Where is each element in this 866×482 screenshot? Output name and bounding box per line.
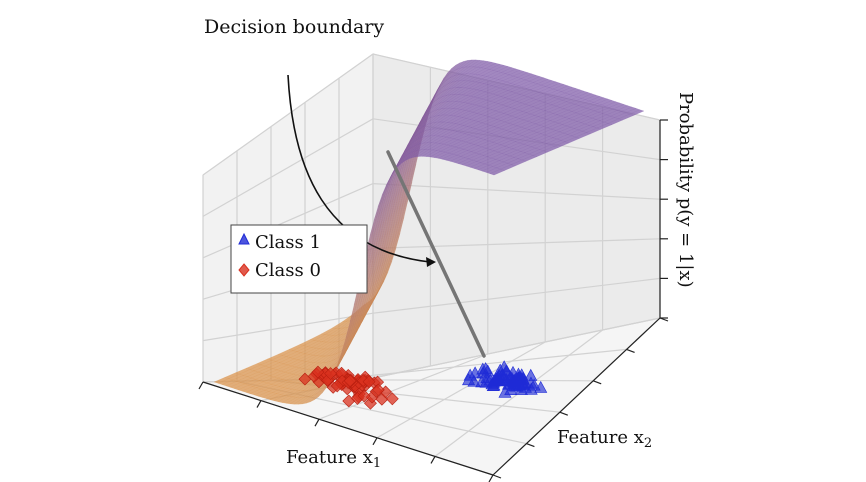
legend-label-class0: Class 0 — [255, 260, 321, 281]
surface-patch — [521, 155, 538, 162]
class0-point — [311, 365, 325, 379]
y-tick — [526, 443, 535, 448]
y-tick — [659, 317, 669, 322]
surface-patch — [575, 132, 591, 139]
grid-line — [372, 183, 661, 200]
legend-label-class1: Class 1 — [255, 232, 321, 253]
y-tick — [626, 348, 635, 353]
legend-marker-class1 — [238, 232, 250, 245]
class1-point — [480, 371, 494, 383]
class1-point — [524, 368, 538, 381]
class0-point — [362, 375, 376, 389]
axis-ticks — [198, 119, 669, 482]
x-tick — [256, 400, 262, 408]
class1-point — [513, 378, 527, 391]
class1-point — [467, 374, 481, 387]
surface-patch — [532, 150, 549, 157]
surface-patch — [489, 168, 506, 176]
surface-patch — [596, 123, 613, 130]
y-tick — [592, 380, 602, 385]
class0-point — [343, 374, 357, 388]
legend: Class 1 Class 0 — [230, 224, 368, 294]
grid-line — [372, 238, 661, 249]
grid-line — [372, 317, 661, 379]
class1-point — [493, 363, 507, 376]
annotation-arrow — [287, 74, 431, 263]
y-axis-label: Feature x2 — [557, 427, 652, 451]
y-tick — [559, 411, 569, 416]
grid-line — [372, 277, 661, 314]
surface-patch — [607, 118, 624, 125]
surface-patch — [553, 141, 570, 148]
x-tick — [198, 381, 204, 390]
grid-line — [202, 118, 374, 217]
z-axis-label: Probability p(y = 1|x) — [675, 92, 696, 288]
surface-patch — [564, 136, 581, 144]
decision-boundary-line — [386, 150, 486, 358]
class1-point — [463, 368, 477, 381]
class1-point — [486, 379, 500, 392]
x-axis-label: Feature x1 — [286, 447, 381, 471]
arrow-head — [426, 257, 436, 267]
grid-line — [202, 53, 374, 176]
x-tick — [314, 418, 320, 427]
grid-line — [318, 353, 489, 420]
class0-point — [371, 383, 385, 397]
x-tick — [372, 437, 378, 446]
decision-boundary-annotation: Decision boundary — [204, 16, 385, 38]
surface-patch — [618, 113, 634, 121]
class1-point — [491, 371, 505, 384]
class0-point — [324, 367, 338, 381]
surface-patch — [585, 127, 602, 135]
x-tick — [430, 456, 436, 464]
class0-point — [330, 379, 344, 393]
legend-box — [230, 224, 368, 294]
class0-point — [385, 392, 399, 406]
y-axis-line — [492, 317, 661, 476]
y-tick — [492, 474, 502, 479]
x-axis-line — [202, 381, 494, 476]
surface-patch — [628, 109, 645, 116]
grid-line — [202, 312, 374, 342]
legend-marker-class0 — [238, 263, 250, 277]
class1-point — [510, 372, 524, 385]
surface-patch — [543, 145, 559, 153]
class1-point — [534, 380, 548, 393]
grid-line — [376, 341, 546, 439]
class0-point — [357, 389, 371, 403]
data-points — [298, 360, 548, 410]
x-tick — [488, 474, 494, 482]
